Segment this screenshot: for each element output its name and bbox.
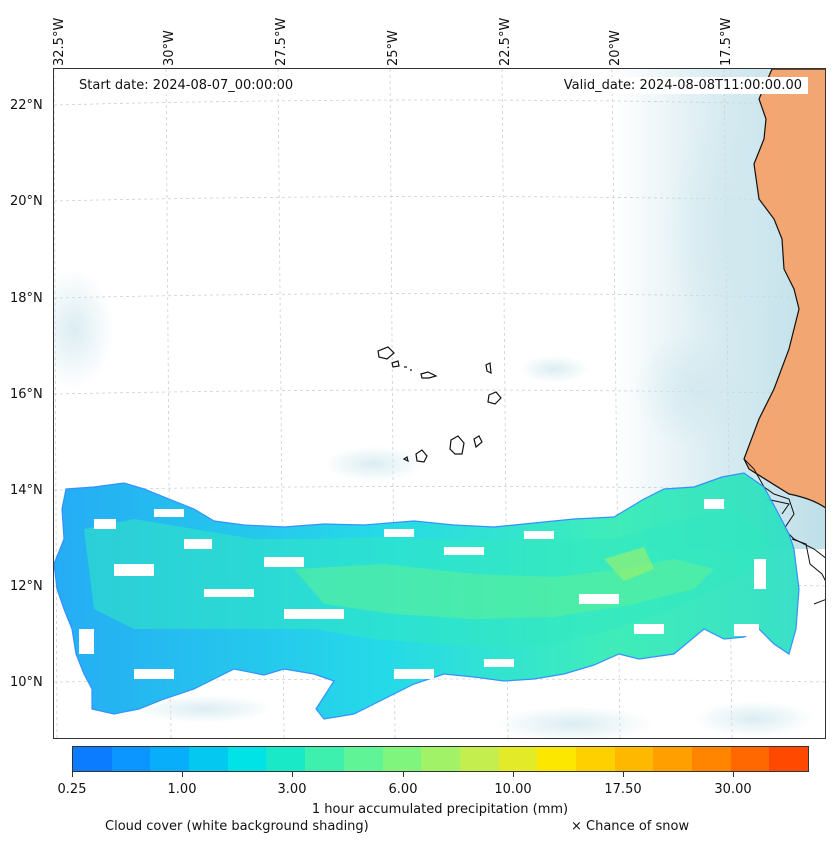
colorbar-segment bbox=[266, 747, 306, 771]
cloud-cover-note: Cloud cover (white background shading) bbox=[105, 819, 369, 834]
latitude-label: 20°N bbox=[10, 194, 43, 209]
latitude-label: 18°N bbox=[10, 291, 43, 306]
longitude-label: 22.5°W bbox=[498, 17, 513, 66]
valid-date-label: Valid_date: 2024-08-08T11:00:00.00 bbox=[557, 77, 808, 94]
colorbar-segment bbox=[498, 747, 538, 771]
colorbar-segment bbox=[227, 747, 267, 771]
snow-chance-note: × Chance of snow bbox=[571, 819, 690, 834]
map-canvas bbox=[54, 69, 825, 738]
colorbar-segment bbox=[614, 747, 654, 771]
colorbar-segment bbox=[459, 747, 499, 771]
latitude-label: 22°N bbox=[10, 98, 43, 113]
latitude-label: 12°N bbox=[10, 579, 43, 594]
colorbar-segment bbox=[575, 747, 615, 771]
start-date-label: Start date: 2024-08-07_00:00:00 bbox=[73, 77, 300, 94]
colorbar-segment bbox=[537, 747, 576, 771]
colorbar-segment bbox=[382, 747, 422, 771]
colorbar-segment bbox=[189, 747, 228, 771]
colorbar-segment bbox=[305, 747, 344, 771]
colorbar-tick-label: 0.25 bbox=[57, 782, 87, 797]
latitude-label: 14°N bbox=[10, 483, 43, 498]
colorbar-tick-mark bbox=[623, 772, 624, 777]
colorbar-tick-mark bbox=[513, 772, 514, 777]
colorbar-tick-mark bbox=[733, 772, 734, 777]
colorbar-title: 1 hour accumulated precipitation (mm) bbox=[311, 802, 569, 817]
colorbar-tick-mark bbox=[403, 772, 404, 777]
colorbar-tick-mark bbox=[292, 772, 293, 777]
longitude-label: 25°W bbox=[386, 30, 401, 66]
colorbar-segment bbox=[653, 747, 692, 771]
colorbar-tick-label: 17.50 bbox=[604, 782, 642, 797]
colorbar-tick-label: 3.00 bbox=[277, 782, 307, 797]
colorbar-tick-mark bbox=[72, 772, 73, 777]
cape-verde-islands bbox=[377, 346, 502, 463]
colorbar-segment bbox=[343, 747, 383, 771]
colorbar-tick-label: 30.00 bbox=[714, 782, 752, 797]
precipitation-colorbar bbox=[72, 746, 809, 772]
colorbar-segment bbox=[769, 747, 809, 771]
longitude-label: 32.5°W bbox=[52, 17, 67, 66]
colorbar-segment bbox=[73, 747, 112, 771]
colorbar-tick-label: 1.00 bbox=[167, 782, 197, 797]
colorbar-segment bbox=[150, 747, 190, 771]
longitude-label: 17.5°W bbox=[719, 17, 734, 66]
african-landmass bbox=[743, 69, 825, 605]
longitude-label: 30°W bbox=[162, 30, 177, 66]
colorbar-segment bbox=[730, 747, 770, 771]
colorbar-segment bbox=[111, 747, 151, 771]
latitude-label: 10°N bbox=[10, 675, 43, 690]
map-panel[interactable] bbox=[53, 68, 826, 739]
precipitation-field bbox=[54, 472, 800, 720]
colorbar-tick-label: 6.00 bbox=[388, 782, 418, 797]
latitude-label: 16°N bbox=[10, 387, 43, 402]
colorbar-segment bbox=[692, 747, 731, 771]
colorbar-tick-label: 10.00 bbox=[494, 782, 532, 797]
longitude-label: 27.5°W bbox=[274, 17, 289, 66]
longitude-label: 20°W bbox=[608, 30, 623, 66]
colorbar-segment bbox=[421, 747, 460, 771]
colorbar-tick-mark bbox=[182, 772, 183, 777]
